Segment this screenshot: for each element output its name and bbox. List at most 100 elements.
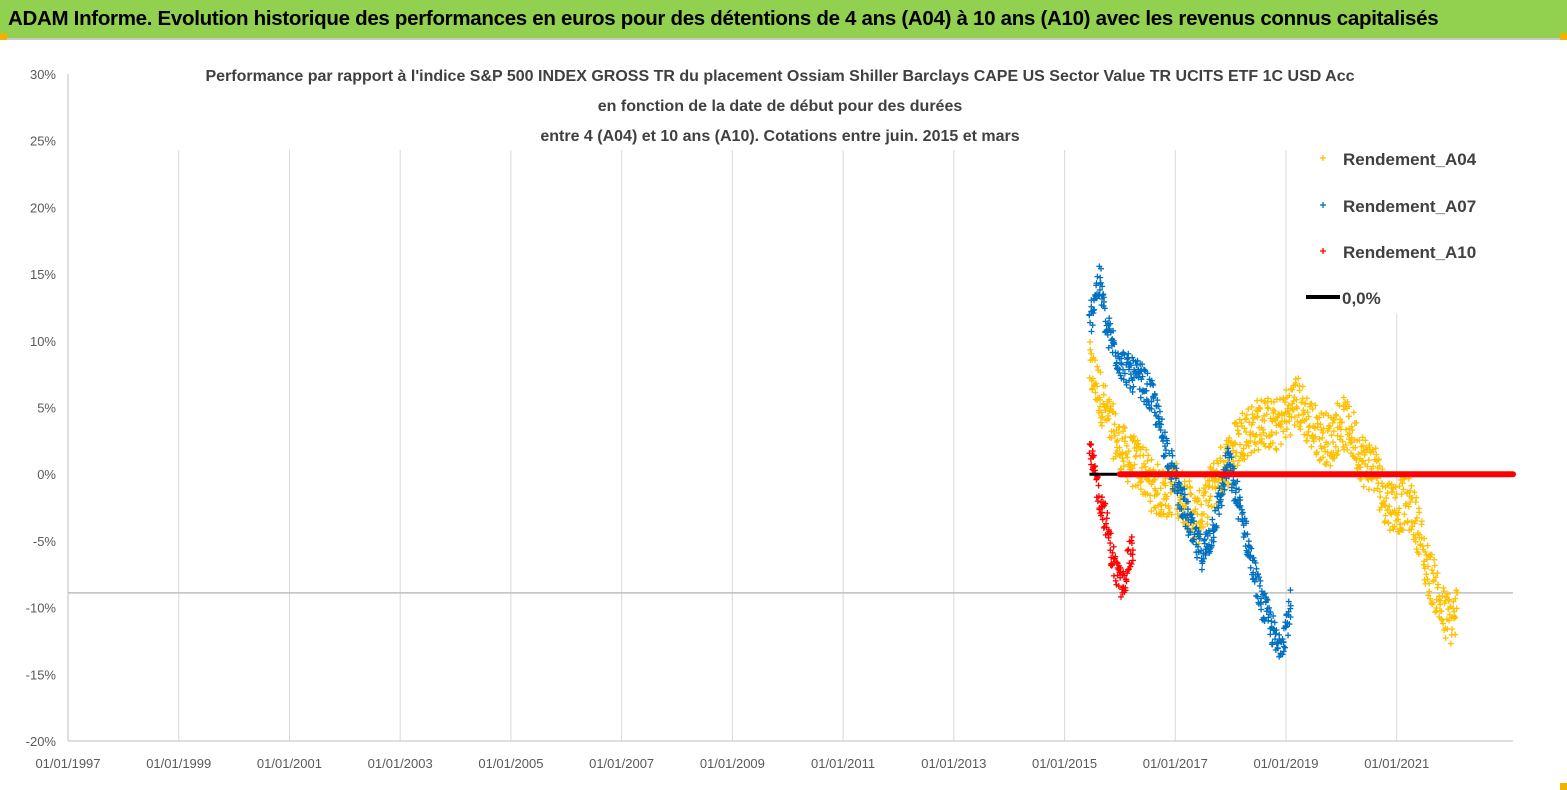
- data-point-rendement_a07: [1285, 598, 1292, 605]
- data-point-rendement_a04: [1195, 540, 1202, 547]
- data-point-rendement_a07: [1184, 506, 1191, 513]
- data-point-rendement_a04: [1425, 592, 1432, 599]
- data-point-rendement_a07: [1094, 273, 1101, 280]
- data-point-rendement_a04: [1431, 556, 1438, 563]
- data-point-rendement_a04: [1344, 399, 1351, 406]
- data-point-rendement_a04: [1241, 425, 1248, 432]
- data-point-rendement_a04: [1438, 608, 1445, 615]
- data-point-rendement_a04: [1188, 491, 1195, 498]
- data-point-rendement_a04: [1249, 430, 1256, 437]
- data-point-rendement_a04: [1429, 566, 1436, 573]
- data-point-rendement_a07: [1210, 534, 1217, 541]
- header-banner: ADAM Informe. Evolution historique des p…: [0, 0, 1567, 40]
- data-point-rendement_a04: [1330, 439, 1337, 446]
- data-point-rendement_a04: [1335, 447, 1342, 454]
- data-point-rendement_a04: [1108, 434, 1115, 441]
- data-point-rendement_a07: [1283, 623, 1290, 630]
- data-point-rendement_a07: [1164, 440, 1171, 447]
- data-point-rendement_a04: [1390, 526, 1397, 533]
- data-point-rendement_a07: [1143, 387, 1150, 394]
- data-point-rendement_a07: [1212, 507, 1219, 514]
- data-point-rendement_a07: [1107, 320, 1114, 327]
- data-point-rendement_a04: [1427, 595, 1434, 602]
- data-point-rendement_a07: [1255, 571, 1262, 578]
- data-point-rendement_a04: [1147, 492, 1154, 499]
- data-point-rendement_a04: [1291, 421, 1298, 428]
- chart-title-line: entre 4 (A04) et 10 ans (A10). Cotations…: [540, 128, 1019, 145]
- data-point-rendement_a04: [1251, 447, 1258, 454]
- data-point-rendement_a07: [1192, 525, 1199, 532]
- data-point-rendement_a07: [1202, 551, 1209, 558]
- data-point-rendement_a04: [1376, 463, 1383, 470]
- data-point-rendement_a04: [1239, 410, 1246, 417]
- x-tick-label: 01/01/2021: [1364, 756, 1429, 771]
- data-point-rendement_a04: [1386, 503, 1393, 510]
- data-point-rendement_a04: [1451, 613, 1458, 620]
- data-point-rendement_a07: [1158, 416, 1165, 423]
- data-point-rendement_a04: [1423, 571, 1430, 578]
- data-point-rendement_a04: [1325, 422, 1332, 429]
- data-point-rendement_a04: [1293, 396, 1300, 403]
- data-point-rendement_a10: [1112, 577, 1119, 584]
- data-point-rendement_a04: [1346, 403, 1353, 410]
- data-point-rendement_a04: [1432, 574, 1439, 581]
- data-point-rendement_a07: [1264, 597, 1271, 604]
- data-point-rendement_a04: [1225, 480, 1232, 487]
- data-point-rendement_a04: [1430, 578, 1437, 585]
- data-point-rendement_a04: [1099, 413, 1106, 420]
- data-point-rendement_a07: [1228, 454, 1235, 461]
- data-point-rendement_a07: [1287, 602, 1294, 609]
- data-point-rendement_a04: [1248, 403, 1255, 410]
- data-point-rendement_a07: [1263, 596, 1270, 603]
- data-point-rendement_a04: [1355, 451, 1362, 458]
- data-point-rendement_a04: [1130, 433, 1137, 440]
- data-point-rendement_a07: [1258, 606, 1265, 613]
- data-point-rendement_a04: [1405, 503, 1412, 510]
- data-point-rendement_a07: [1287, 613, 1294, 620]
- data-point-rendement_a10: [1129, 551, 1136, 558]
- data-point-rendement_a10: [1095, 493, 1102, 500]
- data-point-rendement_a10: [1103, 515, 1110, 522]
- data-point-rendement_a04: [1454, 589, 1461, 596]
- data-point-rendement_a07: [1244, 531, 1251, 538]
- data-point-rendement_a04: [1259, 426, 1266, 433]
- x-tick-label: 01/01/2015: [1032, 756, 1097, 771]
- data-point-rendement_a04: [1382, 512, 1389, 519]
- data-point-rendement_a04: [1263, 411, 1270, 418]
- data-point-rendement_a10: [1117, 593, 1124, 600]
- data-point-rendement_a04: [1392, 494, 1399, 501]
- x-tick-label: 01/01/2011: [811, 756, 875, 771]
- data-point-rendement_a07: [1137, 394, 1144, 401]
- data-point-rendement_a04: [1281, 399, 1288, 406]
- data-point-rendement_a07: [1253, 565, 1260, 572]
- data-point-rendement_a04: [1087, 346, 1094, 353]
- data-point-rendement_a04: [1371, 487, 1378, 494]
- data-point-rendement_a04: [1431, 562, 1438, 569]
- data-point-rendement_a04: [1230, 458, 1237, 465]
- data-point-rendement_a07: [1234, 478, 1241, 485]
- legend-background: [1300, 138, 1510, 314]
- data-point-rendement_a04: [1272, 445, 1279, 452]
- data-point-rendement_a07: [1258, 595, 1265, 602]
- data-point-rendement_a10: [1089, 448, 1096, 455]
- data-point-rendement_a04: [1418, 518, 1425, 525]
- data-point-rendement_a04: [1158, 501, 1165, 508]
- data-point-rendement_a07: [1096, 286, 1103, 293]
- data-point-rendement_a07: [1252, 559, 1259, 566]
- data-point-rendement_a07: [1157, 427, 1164, 434]
- data-point-rendement_a04: [1289, 386, 1296, 393]
- data-point-rendement_a04: [1092, 357, 1099, 364]
- data-point-rendement_a04: [1160, 510, 1167, 517]
- data-point-rendement_a07: [1151, 392, 1158, 399]
- data-point-rendement_a07: [1106, 315, 1113, 322]
- data-point-rendement_a07: [1216, 511, 1223, 518]
- data-point-rendement_a04: [1308, 443, 1315, 450]
- data-point-rendement_a04: [1144, 457, 1151, 464]
- data-point-rendement_a04: [1162, 502, 1169, 509]
- data-point-rendement_a04: [1307, 401, 1314, 408]
- data-point-rendement_a04: [1377, 493, 1384, 500]
- data-point-rendement_a07: [1266, 604, 1273, 611]
- data-point-rendement_a04: [1299, 383, 1306, 390]
- data-point-rendement_a04: [1286, 392, 1293, 399]
- data-point-rendement_a04: [1439, 617, 1446, 624]
